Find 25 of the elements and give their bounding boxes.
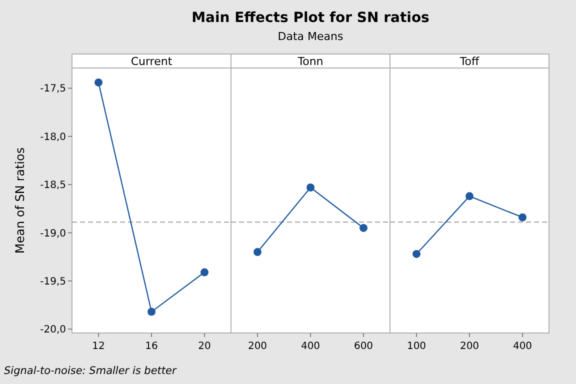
x-tick-label: 600 <box>354 341 374 352</box>
x-tick-label: 16 <box>145 341 158 352</box>
y-axis-title: Mean of SN ratios <box>13 147 27 254</box>
y-tick-label: -19,0 <box>40 228 66 240</box>
x-tick-label: 12 <box>92 341 105 352</box>
x-tick-label: 200 <box>248 341 268 352</box>
y-tick-label: -19,5 <box>40 276 66 288</box>
x-tick-label: 200 <box>460 341 480 352</box>
y-tick-label: -20,0 <box>40 324 66 336</box>
x-tick-label: 400 <box>512 341 532 352</box>
x-axis-title: Toff <box>458 55 480 68</box>
x-tick-label: 400 <box>300 341 320 352</box>
y-tick-label: -17,5 <box>40 84 66 95</box>
x-tick-label: 100 <box>406 341 426 352</box>
point <box>94 78 102 86</box>
point <box>148 308 156 316</box>
y-tick-label: -18,0 <box>40 132 66 143</box>
x-axis-title: Current <box>130 55 173 68</box>
chart-subtitle: Data Means <box>278 30 344 43</box>
text: Signal-to-noise: Smaller is better <box>4 365 177 377</box>
chart-title: Main Effects Plot for SN ratios <box>192 10 430 26</box>
x-tick-label: 20 <box>198 341 211 352</box>
y-tick-label: -18,5 <box>40 180 66 192</box>
x-axis-title: Tonn <box>296 55 324 68</box>
point <box>200 268 208 276</box>
